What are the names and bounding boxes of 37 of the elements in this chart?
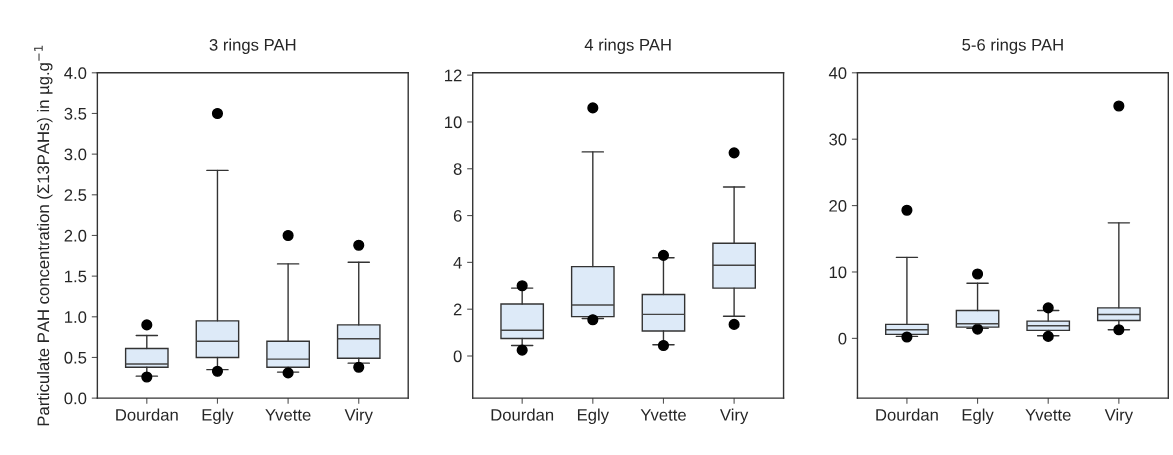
x-tick-label: Viry <box>719 408 749 425</box>
x-tick-label: Dourdan <box>491 408 554 421</box>
x-tick-label: Egly <box>577 408 609 425</box>
y-tick-label: 8 <box>453 163 462 175</box>
chart-title: 3 rings PAH <box>209 38 296 55</box>
y-tick-label: 10 <box>829 266 847 279</box>
x-tick-label: Yvette <box>1025 409 1071 421</box>
y-tick-label: 0 <box>453 350 462 363</box>
y-tick-label: 30 <box>829 133 847 146</box>
chart-title: 4 rings PAH <box>584 38 671 55</box>
x-tick-label: Egly <box>962 408 994 425</box>
y-tick-label: 3.5 <box>64 107 87 120</box>
y-tick-label: 2.5 <box>64 189 87 201</box>
x-tick-label: Dourdan <box>876 408 938 421</box>
y-tick-label: 0.0 <box>64 392 87 405</box>
chart-title: 5-6 rings PAH <box>962 38 1063 55</box>
x-tick-label: Yvette <box>640 409 686 421</box>
y-tick-label: 4 <box>453 256 462 269</box>
y-tick-label: 6 <box>453 209 462 222</box>
y-tick-label: 0.5 <box>64 351 87 364</box>
y-tick-label: 1.5 <box>65 270 87 283</box>
x-tick-label: Dourdan <box>116 408 178 421</box>
x-tick-label: Viry <box>344 408 373 425</box>
y-axis-title: Particulate PAH concentration (Σ13PAHs) in µg.g$^{−1}$ <box>34 45 53 426</box>
y-tick-label: 10 <box>445 116 462 129</box>
x-tick-label: Viry <box>1104 408 1134 425</box>
y-tick-label: 4.0 <box>64 67 87 79</box>
y-tick-label: 20 <box>829 199 847 212</box>
y-tick-label: 2 <box>453 303 462 316</box>
y-tick-label: 0 <box>838 332 847 345</box>
x-tick-label: Egly <box>202 408 234 425</box>
y-tick-label: 1.0 <box>65 311 87 323</box>
y-tick-label: 3.0 <box>64 148 87 161</box>
y-tick-label: 2.0 <box>64 229 87 242</box>
x-tick-label: Yvette <box>265 409 311 421</box>
y-tick-label: 40 <box>828 67 847 79</box>
y-tick-label: 12 <box>445 69 462 82</box>
